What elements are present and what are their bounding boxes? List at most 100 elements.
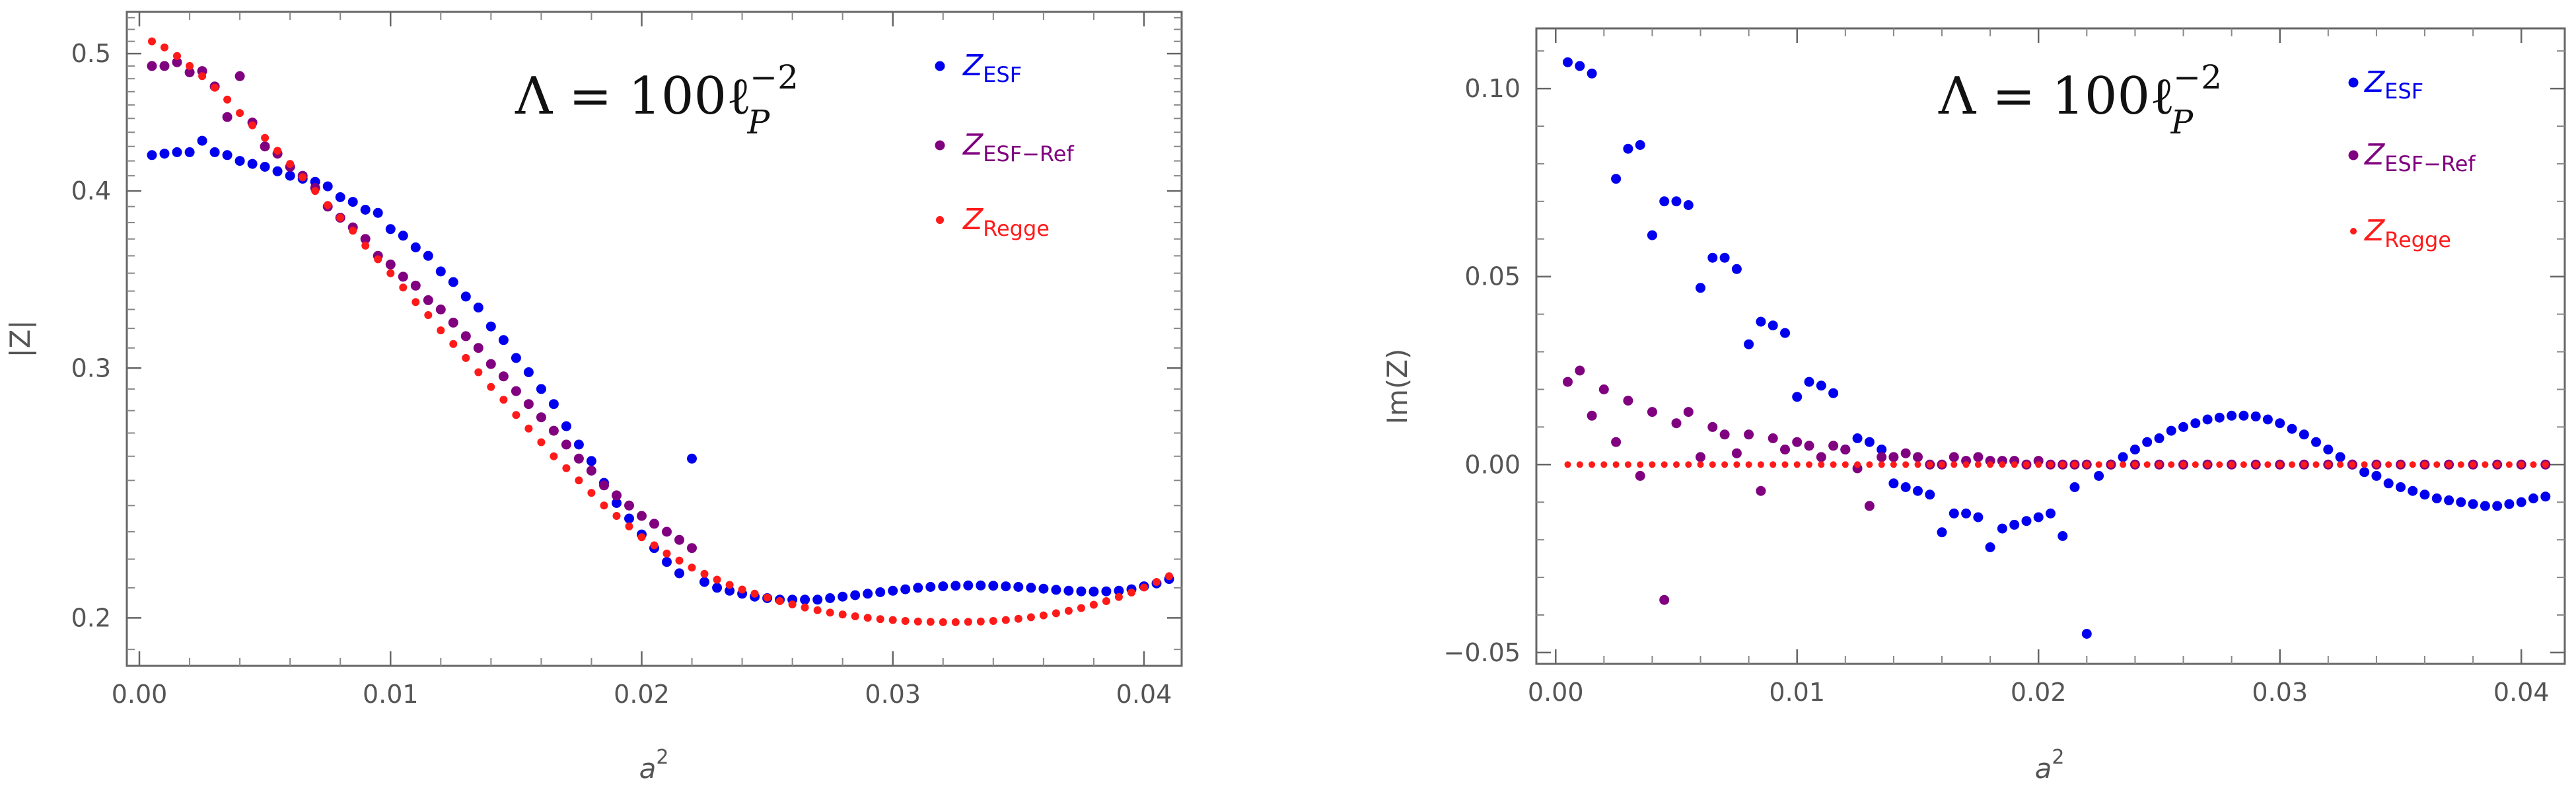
data-point	[1877, 445, 1887, 454]
data-point	[687, 543, 697, 554]
im-z-marks	[1563, 57, 2551, 639]
data-point	[511, 386, 521, 396]
data-point	[687, 453, 697, 464]
data-point	[1973, 512, 1984, 523]
data-point	[2301, 461, 2308, 468]
data-point	[1127, 589, 1135, 596]
data-point	[1623, 396, 1633, 406]
data-point	[963, 580, 974, 591]
data-point	[662, 526, 672, 537]
data-point	[1999, 461, 2006, 468]
data-point	[1611, 437, 1622, 447]
data-point	[473, 343, 483, 353]
data-point	[1039, 611, 1048, 620]
data-point	[838, 591, 848, 602]
data-point	[1575, 61, 1585, 71]
data-point	[1165, 572, 1173, 581]
data-point	[148, 37, 156, 46]
data-point	[1696, 452, 1705, 462]
data-point	[498, 335, 509, 345]
data-point	[600, 501, 608, 510]
im-z-ticks	[1536, 28, 2565, 664]
data-point	[398, 271, 408, 282]
data-point	[435, 305, 446, 314]
data-point	[1842, 461, 1849, 468]
data-point	[236, 109, 244, 118]
x-tick-label: 0.01	[363, 680, 419, 709]
abs-z-x-axis-label: a2	[639, 746, 669, 785]
data-point	[1828, 388, 1839, 398]
data-point	[2129, 445, 2140, 454]
x-tick-label: 0.04	[1116, 680, 1172, 709]
y-tick-label: 0.4	[71, 176, 111, 205]
data-point	[322, 181, 333, 192]
data-point	[1804, 441, 1814, 451]
data-point	[1696, 283, 1705, 293]
data-point	[2120, 461, 2127, 468]
data-point	[925, 582, 936, 592]
data-point	[976, 580, 986, 591]
data-point	[1770, 461, 1777, 468]
data-point	[1587, 410, 1597, 421]
data-point	[2228, 461, 2235, 468]
data-point	[2470, 461, 2477, 468]
data-point	[448, 317, 458, 328]
data-point	[901, 617, 910, 625]
data-point	[2252, 461, 2260, 468]
data-point	[2444, 495, 2454, 505]
data-point	[485, 359, 496, 369]
data-point	[1756, 316, 1766, 327]
data-point	[2118, 452, 2128, 462]
data-point	[2311, 437, 2321, 447]
data-point	[2204, 461, 2211, 468]
legend-entry-name: Z	[962, 128, 984, 162]
x-tick-label: 0.04	[2493, 678, 2550, 707]
data-point	[537, 438, 546, 447]
data-point	[2468, 499, 2478, 509]
y-tick-label: −0.05	[1444, 638, 1521, 667]
data-point	[2540, 491, 2551, 502]
data-point	[1900, 482, 1911, 492]
data-point	[1671, 418, 1682, 429]
data-point	[2214, 412, 2225, 423]
y-tick-label: 0.05	[1464, 262, 1521, 291]
data-point	[399, 283, 408, 292]
data-point	[1064, 606, 1073, 615]
data-point	[336, 213, 345, 222]
data-point	[1890, 461, 1897, 468]
data-point	[2480, 501, 2490, 511]
data-point	[349, 227, 357, 235]
data-point	[1635, 470, 1645, 481]
data-point	[612, 490, 622, 501]
data-point	[2431, 493, 2442, 503]
data-point	[1038, 583, 1049, 594]
data-point	[2504, 499, 2515, 509]
data-point	[2456, 497, 2466, 507]
data-point	[863, 614, 872, 622]
legend-entry-subscript: ESF−Ref	[2384, 151, 2476, 176]
data-point	[1114, 593, 1123, 601]
data-point	[2530, 461, 2537, 468]
data-point	[247, 159, 258, 169]
data-point	[498, 371, 509, 382]
data-point	[938, 581, 948, 592]
data-point	[386, 269, 395, 277]
data-point	[2240, 461, 2247, 468]
data-point	[398, 231, 408, 241]
data-point	[650, 541, 659, 550]
data-point	[1973, 452, 1984, 462]
im-z-x-label-base: a	[2035, 752, 2052, 785]
abs-z-plot-frame	[125, 11, 1183, 667]
data-point	[775, 597, 784, 605]
data-point	[1939, 461, 1945, 468]
legend-marker	[2348, 150, 2359, 161]
data-point	[1089, 587, 1099, 597]
data-point	[385, 259, 396, 270]
data-point	[1937, 527, 1947, 538]
data-point	[285, 170, 295, 181]
data-point	[1683, 200, 1694, 210]
data-point	[1721, 461, 1729, 468]
data-point	[1647, 230, 1657, 240]
data-point	[1793, 461, 1801, 468]
